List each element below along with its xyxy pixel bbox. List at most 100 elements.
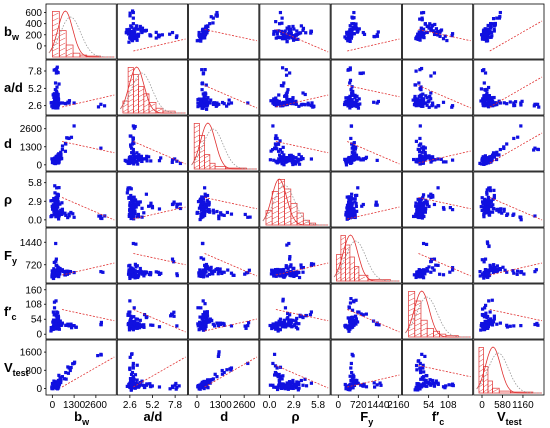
scatter-point xyxy=(49,329,53,333)
hist-hatch xyxy=(414,307,421,312)
scatter-point xyxy=(53,191,57,195)
scatter-point xyxy=(416,207,420,211)
scatter-point xyxy=(489,101,493,105)
scatter-point xyxy=(197,328,201,332)
scatter-point xyxy=(312,104,316,109)
scatter-point xyxy=(275,366,279,370)
scatter-point xyxy=(140,383,144,387)
scatter-point xyxy=(424,198,428,203)
scatter-point xyxy=(128,318,133,322)
scatter-point xyxy=(54,268,58,272)
scatter-point xyxy=(131,241,135,246)
scatter-point xyxy=(216,354,220,358)
scatter-point xyxy=(350,22,354,26)
scatter-point xyxy=(285,39,289,44)
scatter-point xyxy=(170,158,175,162)
scatter-point xyxy=(519,101,523,105)
scatter-point xyxy=(297,104,301,108)
scatter-point xyxy=(63,101,67,106)
scatter-point xyxy=(50,381,55,386)
scatter-point xyxy=(357,310,361,314)
scatter-point xyxy=(301,26,306,30)
x-tick-label: 2600 xyxy=(233,400,256,411)
scatter-point xyxy=(269,99,273,103)
scatter-point xyxy=(415,157,419,162)
hist-hatch xyxy=(478,363,484,368)
hist-hatch xyxy=(345,251,351,256)
scatter-point xyxy=(425,384,429,388)
scatter-point xyxy=(127,310,131,314)
scatter-point xyxy=(286,99,291,104)
scatter-point xyxy=(418,68,422,72)
scatter-point xyxy=(125,191,129,195)
scatter-point xyxy=(278,274,283,278)
scatter-point xyxy=(345,213,349,217)
scatter-point xyxy=(205,312,209,316)
scatter-point xyxy=(52,313,56,317)
scatter-point xyxy=(482,101,486,106)
hist-hatch xyxy=(492,388,499,393)
scatter-point xyxy=(208,381,212,385)
scatter-point xyxy=(137,153,141,157)
scatter-point xyxy=(154,30,158,34)
hist-bar xyxy=(487,380,493,394)
scatter-point xyxy=(502,209,506,213)
fit-line xyxy=(204,253,258,277)
x-tick-label: 0 xyxy=(50,400,56,411)
scatter-point xyxy=(488,189,492,193)
scatter-point xyxy=(54,321,58,325)
scatter-point xyxy=(424,207,428,211)
scatter-point xyxy=(53,81,58,85)
scatter-point xyxy=(344,210,348,215)
hist-hatch xyxy=(204,154,210,159)
scatter-point xyxy=(99,270,103,274)
scatter-point xyxy=(279,29,284,33)
scatter-point xyxy=(425,103,429,107)
scatter-point xyxy=(128,14,132,18)
scatter-point xyxy=(505,142,509,146)
scatter-point xyxy=(150,204,154,209)
scatter-point xyxy=(227,98,231,102)
scatter-point xyxy=(203,327,207,331)
scatter-point xyxy=(207,200,211,205)
scatter-point xyxy=(282,270,286,274)
scatter-point xyxy=(282,34,286,38)
scatter-point xyxy=(199,204,203,208)
scatter-point xyxy=(62,377,66,381)
scatter-point xyxy=(491,16,496,21)
scatter-point xyxy=(491,153,496,157)
scatter-point xyxy=(217,217,221,221)
scatter-point xyxy=(492,314,496,318)
scatter-point xyxy=(429,195,433,200)
scatter-point xyxy=(54,263,58,267)
scatter-point xyxy=(222,213,226,217)
scatter-point xyxy=(444,160,448,164)
scatter-point xyxy=(294,270,298,274)
scatter-point xyxy=(272,385,276,389)
panel-6-0 xyxy=(45,339,117,396)
hist-hatch xyxy=(290,205,297,210)
scatter-point xyxy=(135,24,139,28)
scatter-point xyxy=(490,298,494,302)
scatter-point xyxy=(57,378,61,383)
scatter-point xyxy=(280,384,284,388)
hist-bar xyxy=(414,300,422,338)
scatter-point xyxy=(131,375,135,380)
scatter-point xyxy=(126,186,130,190)
scatter-point xyxy=(144,192,148,196)
scatter-point xyxy=(421,193,426,197)
hist-density-curve xyxy=(405,296,471,338)
scatter-point xyxy=(351,212,355,216)
panel-1-2 xyxy=(188,59,260,116)
scatter-point xyxy=(132,306,136,310)
scatter-point xyxy=(485,39,490,43)
hist-bar xyxy=(209,162,216,170)
scatter-point xyxy=(128,204,132,208)
y-tick-label: 800 xyxy=(25,366,42,377)
scatter-point xyxy=(209,98,213,102)
scatter-point xyxy=(278,10,283,15)
scatter-point xyxy=(171,385,175,390)
scatter-point xyxy=(481,325,485,330)
scatter-point xyxy=(55,271,59,275)
hist-density-curve xyxy=(262,184,329,226)
